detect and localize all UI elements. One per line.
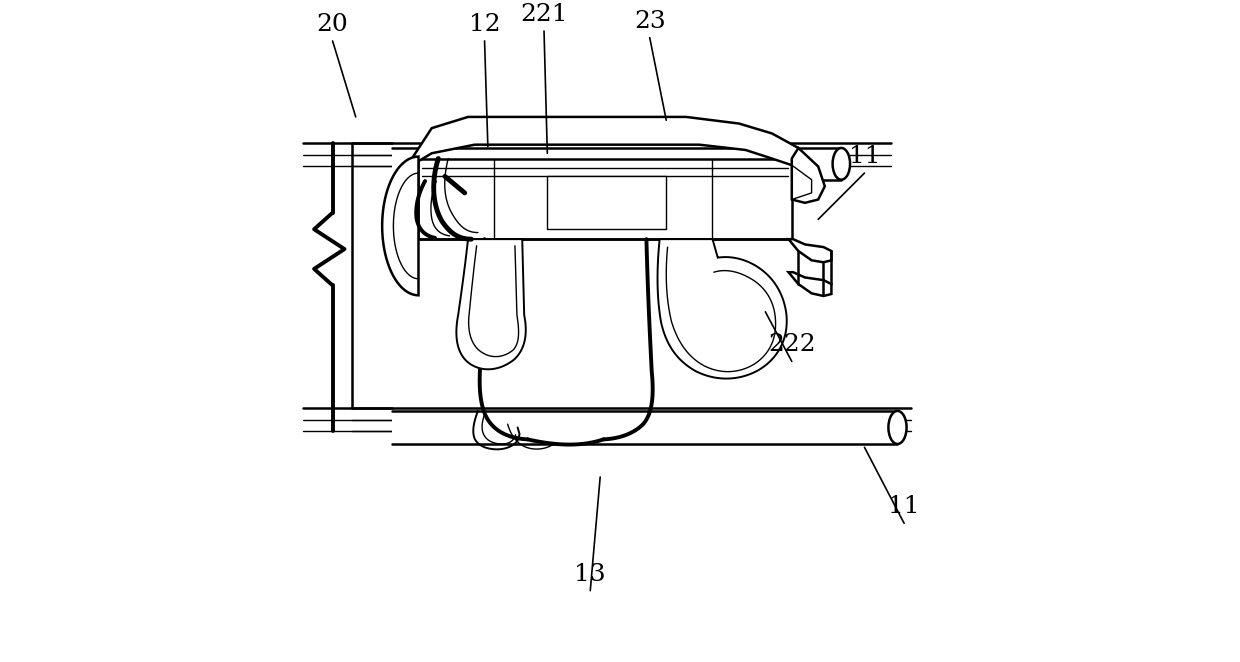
Polygon shape <box>412 117 805 165</box>
Ellipse shape <box>888 411 906 444</box>
Polygon shape <box>789 272 832 296</box>
Polygon shape <box>418 159 792 239</box>
Polygon shape <box>789 239 832 262</box>
Text: 12: 12 <box>469 13 501 36</box>
Ellipse shape <box>832 148 851 179</box>
Text: 222: 222 <box>768 334 816 356</box>
Polygon shape <box>792 148 825 203</box>
Text: 20: 20 <box>316 13 348 36</box>
Polygon shape <box>657 239 786 379</box>
Polygon shape <box>392 411 898 444</box>
Text: 23: 23 <box>634 10 666 32</box>
Polygon shape <box>547 176 666 229</box>
Text: 11: 11 <box>888 495 920 518</box>
Polygon shape <box>392 148 841 179</box>
Text: 11: 11 <box>848 145 880 168</box>
Polygon shape <box>382 157 418 295</box>
Text: 221: 221 <box>521 3 568 26</box>
Polygon shape <box>456 239 526 369</box>
Text: 13: 13 <box>574 563 606 586</box>
